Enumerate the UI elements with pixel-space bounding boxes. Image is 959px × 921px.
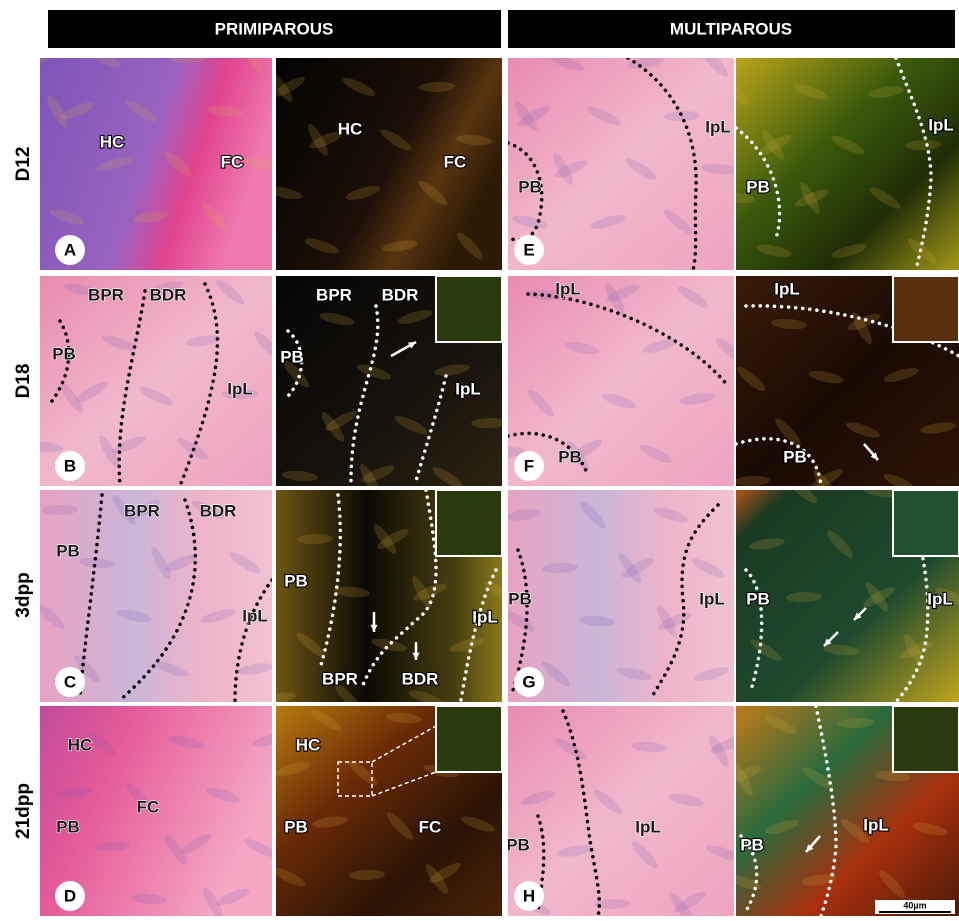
region-label: BDR xyxy=(402,669,439,688)
region-label: PB xyxy=(518,177,542,196)
panel: HC FC xyxy=(266,58,502,270)
region-label: IpL xyxy=(242,606,268,625)
panel: IpL PB F xyxy=(490,276,747,486)
micrograph xyxy=(508,58,734,270)
panel: PB IpL G xyxy=(501,490,734,702)
region-label: HC xyxy=(338,119,363,138)
region-label: BPR xyxy=(316,285,352,304)
region-label: HC xyxy=(296,735,321,754)
panel: PB IpL xyxy=(719,58,959,270)
panel: PB IpL H xyxy=(506,706,745,916)
inset xyxy=(893,276,959,342)
region-label: BPR xyxy=(124,501,160,520)
panel: HC FC PB D xyxy=(40,706,289,916)
column-header: PRIMIPAROUS xyxy=(215,19,334,38)
region-label: PB xyxy=(56,817,80,836)
inset xyxy=(893,490,959,556)
inset xyxy=(436,490,502,556)
panel-letter: G xyxy=(522,672,535,691)
region-label: BDR xyxy=(382,285,419,304)
panel: HC PB FC xyxy=(271,704,502,916)
region-label: PB xyxy=(508,589,532,608)
region-label: IpL xyxy=(928,115,954,134)
region-label: IpL xyxy=(863,815,889,834)
panel-letter: E xyxy=(523,240,534,259)
row-label: 3dpp xyxy=(13,572,34,617)
region-label: PB xyxy=(56,541,80,560)
region-label: PB xyxy=(52,344,76,363)
panel: PB BPR BDR IpL xyxy=(259,490,517,715)
panel: PB IpL xyxy=(736,476,959,702)
region-label: HC xyxy=(100,132,125,151)
region-label: FC xyxy=(137,797,160,816)
region-label: IpL xyxy=(927,589,953,608)
region-label: PB xyxy=(284,571,308,590)
region-label: PB xyxy=(746,589,770,608)
region-label: IpL xyxy=(227,379,253,398)
region-label: IpL xyxy=(472,607,498,626)
panel: PB IpL 40µm xyxy=(725,706,959,916)
region-label: BDR xyxy=(150,285,187,304)
region-label: PB xyxy=(506,835,530,854)
region-label: PB xyxy=(280,347,304,366)
inset xyxy=(893,706,959,772)
region-label: IpL xyxy=(635,817,661,836)
region-label: PB xyxy=(783,447,807,466)
panel: BPR BDR PB IpL xyxy=(276,276,507,498)
region-label: IpL xyxy=(705,117,731,136)
column-header: MULTIPAROUS xyxy=(670,19,792,38)
inset xyxy=(436,706,502,772)
region-label: BDR xyxy=(200,501,237,520)
figure: PRIMIPAROUS MULTIPAROUS D12 D18 3dpp 21d… xyxy=(0,0,959,916)
micrograph xyxy=(736,58,959,270)
region-label: PB xyxy=(558,447,582,466)
region-label: BPR xyxy=(322,669,358,688)
region-label: FC xyxy=(221,152,244,171)
region-label: PB xyxy=(284,817,308,836)
panel-letter: A xyxy=(64,240,76,259)
panel-letter: H xyxy=(523,886,535,905)
region-label: IpL xyxy=(555,279,581,298)
region-label: FC xyxy=(419,817,442,836)
panel: IpL PB xyxy=(734,276,959,503)
region-label: IpL xyxy=(699,589,725,608)
row-label: 21dpp xyxy=(13,783,34,839)
panel: HC FC A xyxy=(22,40,281,270)
region-label: PB xyxy=(740,835,764,854)
panel-letter: D xyxy=(64,886,76,905)
page: {"headers": ["PRIMIPAROUS", "MULTIPAROUS… xyxy=(0,0,959,916)
panel-letter: F xyxy=(524,456,534,475)
scale-bar-label: 40µm xyxy=(903,900,926,910)
region-label: FC xyxy=(444,152,467,171)
region-label: BPR xyxy=(88,285,124,304)
region-label: PB xyxy=(746,177,770,196)
panel: BPR BDR PB IpL B xyxy=(27,276,283,486)
row-label: D18 xyxy=(13,364,34,399)
region-label: IpL xyxy=(774,279,800,298)
panel: BPR BDR PB IpL C xyxy=(33,490,274,702)
region-label: IpL xyxy=(455,379,481,398)
panel-letter: C xyxy=(64,672,76,691)
row-label: D12 xyxy=(13,147,34,182)
panel-letter: B xyxy=(64,456,76,475)
region-label: HC xyxy=(68,735,93,754)
panel: IpL PB E xyxy=(508,46,737,270)
inset xyxy=(436,276,502,342)
